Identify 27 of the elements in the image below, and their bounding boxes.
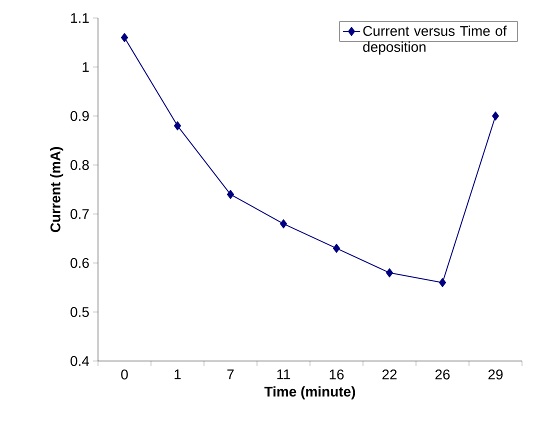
legend-label: Current versus Time of deposition [363, 26, 507, 55]
point [439, 278, 446, 288]
x-tick-label: 26 [435, 370, 450, 380]
y-tick-label: 0.6 [70, 258, 89, 268]
y-tick-label: 0.7 [70, 209, 89, 219]
x-axis-title: Time (minute) [264, 386, 356, 400]
x-tick-label: 11 [277, 370, 290, 380]
point [386, 268, 394, 278]
y-tick-label: 1 [82, 62, 89, 72]
x-tick-label: 7 [227, 370, 234, 380]
point [121, 33, 128, 42]
y-tick-label: 0.9 [70, 111, 89, 121]
x-tick-label: 22 [382, 370, 397, 380]
point [174, 121, 181, 130]
x-tick-label: 16 [330, 370, 344, 380]
point [333, 244, 340, 253]
x-tick-label: 1 [174, 370, 181, 380]
x-tick-label: 29 [488, 370, 503, 380]
y-tick-label: 1.1 [71, 13, 89, 23]
y-tick-label: 0.4 [70, 356, 90, 366]
point [492, 112, 500, 121]
x-tick-label: 0 [121, 370, 128, 380]
y-tick-label: 0.5 [70, 307, 89, 317]
y-axis-title: Current (mA) [50, 147, 64, 232]
point [280, 219, 288, 228]
point [227, 190, 234, 199]
y-tick-label: 0.8 [70, 160, 89, 170]
